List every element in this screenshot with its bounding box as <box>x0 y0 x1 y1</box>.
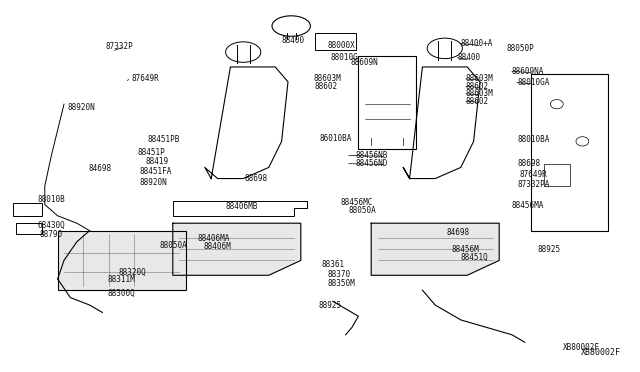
Text: 88602: 88602 <box>466 97 489 106</box>
Text: 88311M: 88311M <box>108 275 135 284</box>
Text: 88456NB: 88456NB <box>356 151 388 160</box>
Text: 87332P: 87332P <box>106 42 133 51</box>
Text: 88050A: 88050A <box>160 241 188 250</box>
Bar <box>531 74 608 231</box>
Text: 88010BA: 88010BA <box>517 135 550 144</box>
Text: 88609N: 88609N <box>351 58 378 67</box>
Text: 88603M: 88603M <box>466 89 493 98</box>
Text: 88451PB: 88451PB <box>147 135 180 144</box>
Text: 88406MB: 88406MB <box>225 202 258 211</box>
Bar <box>13 203 42 216</box>
Text: 88400+A: 88400+A <box>461 39 493 48</box>
Text: 88400: 88400 <box>458 53 481 62</box>
Text: 88010B: 88010B <box>37 195 65 203</box>
Text: 88602: 88602 <box>466 82 489 91</box>
Bar <box>358 56 416 149</box>
Text: 88456MA: 88456MA <box>512 201 545 210</box>
Text: 88603M: 88603M <box>314 74 341 83</box>
Bar <box>544 164 570 186</box>
Text: XB80002F: XB80002F <box>581 348 621 357</box>
Text: 88010GA: 88010GA <box>517 78 550 87</box>
Text: 88451P: 88451P <box>138 148 165 157</box>
Text: 88609NA: 88609NA <box>512 67 545 76</box>
Text: 88925: 88925 <box>319 301 342 310</box>
Text: 88456MC: 88456MC <box>340 198 373 207</box>
Text: XB80002F: XB80002F <box>563 343 600 352</box>
Text: 88361: 88361 <box>321 260 344 269</box>
Text: 88602: 88602 <box>315 82 338 91</box>
Text: 88920N: 88920N <box>67 103 95 112</box>
Text: 88698: 88698 <box>517 159 540 168</box>
Text: 87649R: 87649R <box>520 170 547 179</box>
Text: 88010G: 88010G <box>330 53 358 62</box>
Text: 84698: 84698 <box>447 228 470 237</box>
Polygon shape <box>173 223 301 275</box>
Text: 88698: 88698 <box>244 174 268 183</box>
Polygon shape <box>371 223 499 275</box>
Text: 88406MA: 88406MA <box>197 234 230 243</box>
Text: 88050A: 88050A <box>349 206 376 215</box>
Bar <box>16 223 42 234</box>
Text: 88300Q: 88300Q <box>108 289 135 298</box>
Text: 88370: 88370 <box>328 270 351 279</box>
Text: 68430Q: 68430Q <box>37 221 65 230</box>
Text: 88320Q: 88320Q <box>118 268 146 277</box>
Text: 84698: 84698 <box>88 164 111 173</box>
Text: 88419: 88419 <box>146 157 169 166</box>
Bar <box>315 33 356 50</box>
Text: 88920N: 88920N <box>140 178 167 187</box>
Text: 88050P: 88050P <box>507 44 534 53</box>
Text: 88451FA: 88451FA <box>140 167 172 176</box>
Text: 88400: 88400 <box>282 36 305 45</box>
Text: 88456M: 88456M <box>451 245 479 254</box>
Text: 88925: 88925 <box>538 245 561 254</box>
Text: 88456ND: 88456ND <box>356 159 388 168</box>
Text: 88406M: 88406M <box>204 242 231 251</box>
Text: 88000X: 88000X <box>328 41 355 50</box>
Text: 87332PA: 87332PA <box>517 180 550 189</box>
Text: 88350M: 88350M <box>328 279 355 288</box>
Bar <box>58 231 186 290</box>
Text: 88790: 88790 <box>40 230 63 239</box>
Text: 87649R: 87649R <box>131 74 159 83</box>
Text: 88451Q: 88451Q <box>461 253 488 262</box>
Text: 86010BA: 86010BA <box>320 134 353 143</box>
Text: 88603M: 88603M <box>466 74 493 83</box>
